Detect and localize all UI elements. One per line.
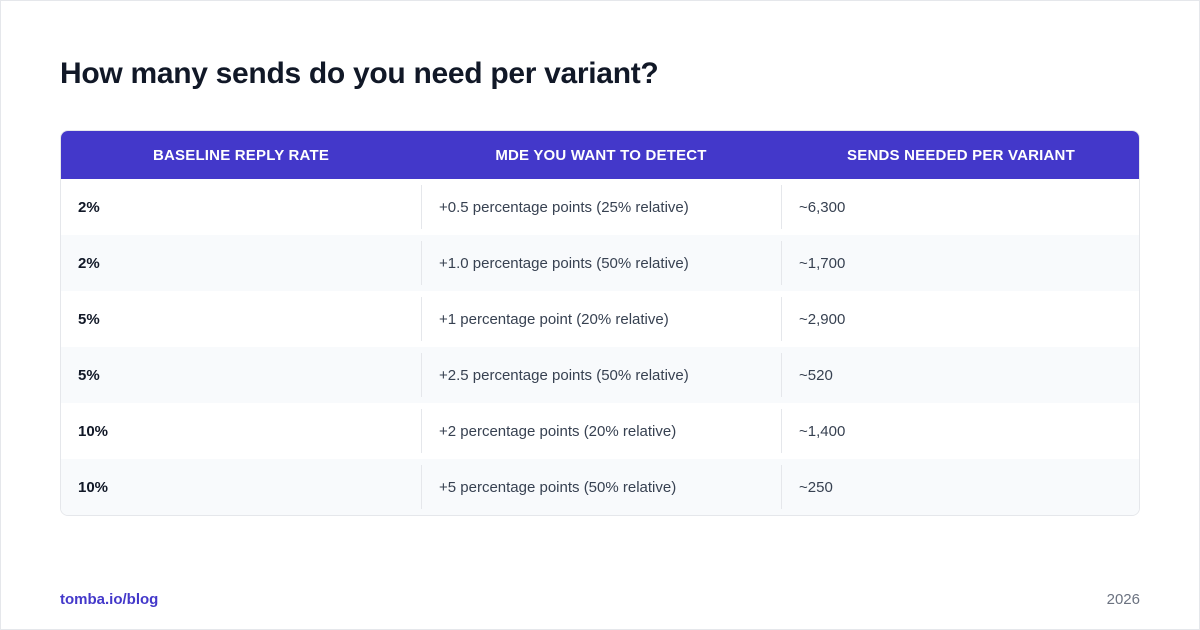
table-row: 5% +2.5 percentage points (50% relative)… (61, 347, 1139, 403)
cell-mde: +2 percentage points (20% relative) (421, 403, 781, 459)
cell-sends: ~1,700 (781, 235, 1139, 291)
cell-baseline: 5% (78, 310, 100, 328)
cell-baseline: 10% (78, 422, 109, 440)
cell-baseline: 5% (78, 366, 100, 384)
cell-baseline: 2% (78, 254, 100, 272)
cell-sends: ~6,300 (781, 179, 1139, 235)
table-row: 2% +1.0 percentage points (50% relative)… (61, 235, 1139, 291)
header-sends-needed: SENDS NEEDED PER VARIANT (847, 146, 1075, 164)
header-mde: MDE YOU WANT TO DETECT (495, 146, 707, 164)
page-title: How many sends do you need per variant? (60, 57, 659, 90)
header-baseline-reply-rate: BASELINE REPLY RATE (152, 146, 330, 164)
cell-mde: +1 percentage point (20% relative) (421, 291, 781, 347)
table-row: 10% +5 percentage points (50% relative) … (61, 459, 1139, 515)
cell-mde: +5 percentage points (50% relative) (421, 459, 781, 515)
cell-mde: +1.0 percentage points (50% relative) (421, 235, 781, 291)
sends-table: BASELINE REPLY RATE MDE YOU WANT TO DETE… (60, 130, 1140, 516)
table-row: 10% +2 percentage points (20% relative) … (61, 403, 1139, 459)
cell-mde: +2.5 percentage points (50% relative) (421, 347, 781, 403)
table-body: 2% +0.5 percentage points (25% relative)… (61, 179, 1139, 515)
cell-sends: ~520 (781, 347, 1139, 403)
cell-mde: +0.5 percentage points (25% relative) (421, 179, 781, 235)
cell-baseline: 2% (78, 198, 100, 216)
table-row: 2% +0.5 percentage points (25% relative)… (61, 179, 1139, 235)
blog-link[interactable]: tomba.io/blog (60, 591, 159, 608)
cell-baseline: 10% (78, 478, 109, 496)
footer-year: 2026 (1106, 591, 1140, 608)
cell-sends: ~1,400 (781, 403, 1139, 459)
cell-sends: ~250 (781, 459, 1139, 515)
table-row: 5% +1 percentage point (20% relative) ~2… (61, 291, 1139, 347)
table-header: BASELINE REPLY RATE MDE YOU WANT TO DETE… (61, 131, 1139, 179)
cell-sends: ~2,900 (781, 291, 1139, 347)
